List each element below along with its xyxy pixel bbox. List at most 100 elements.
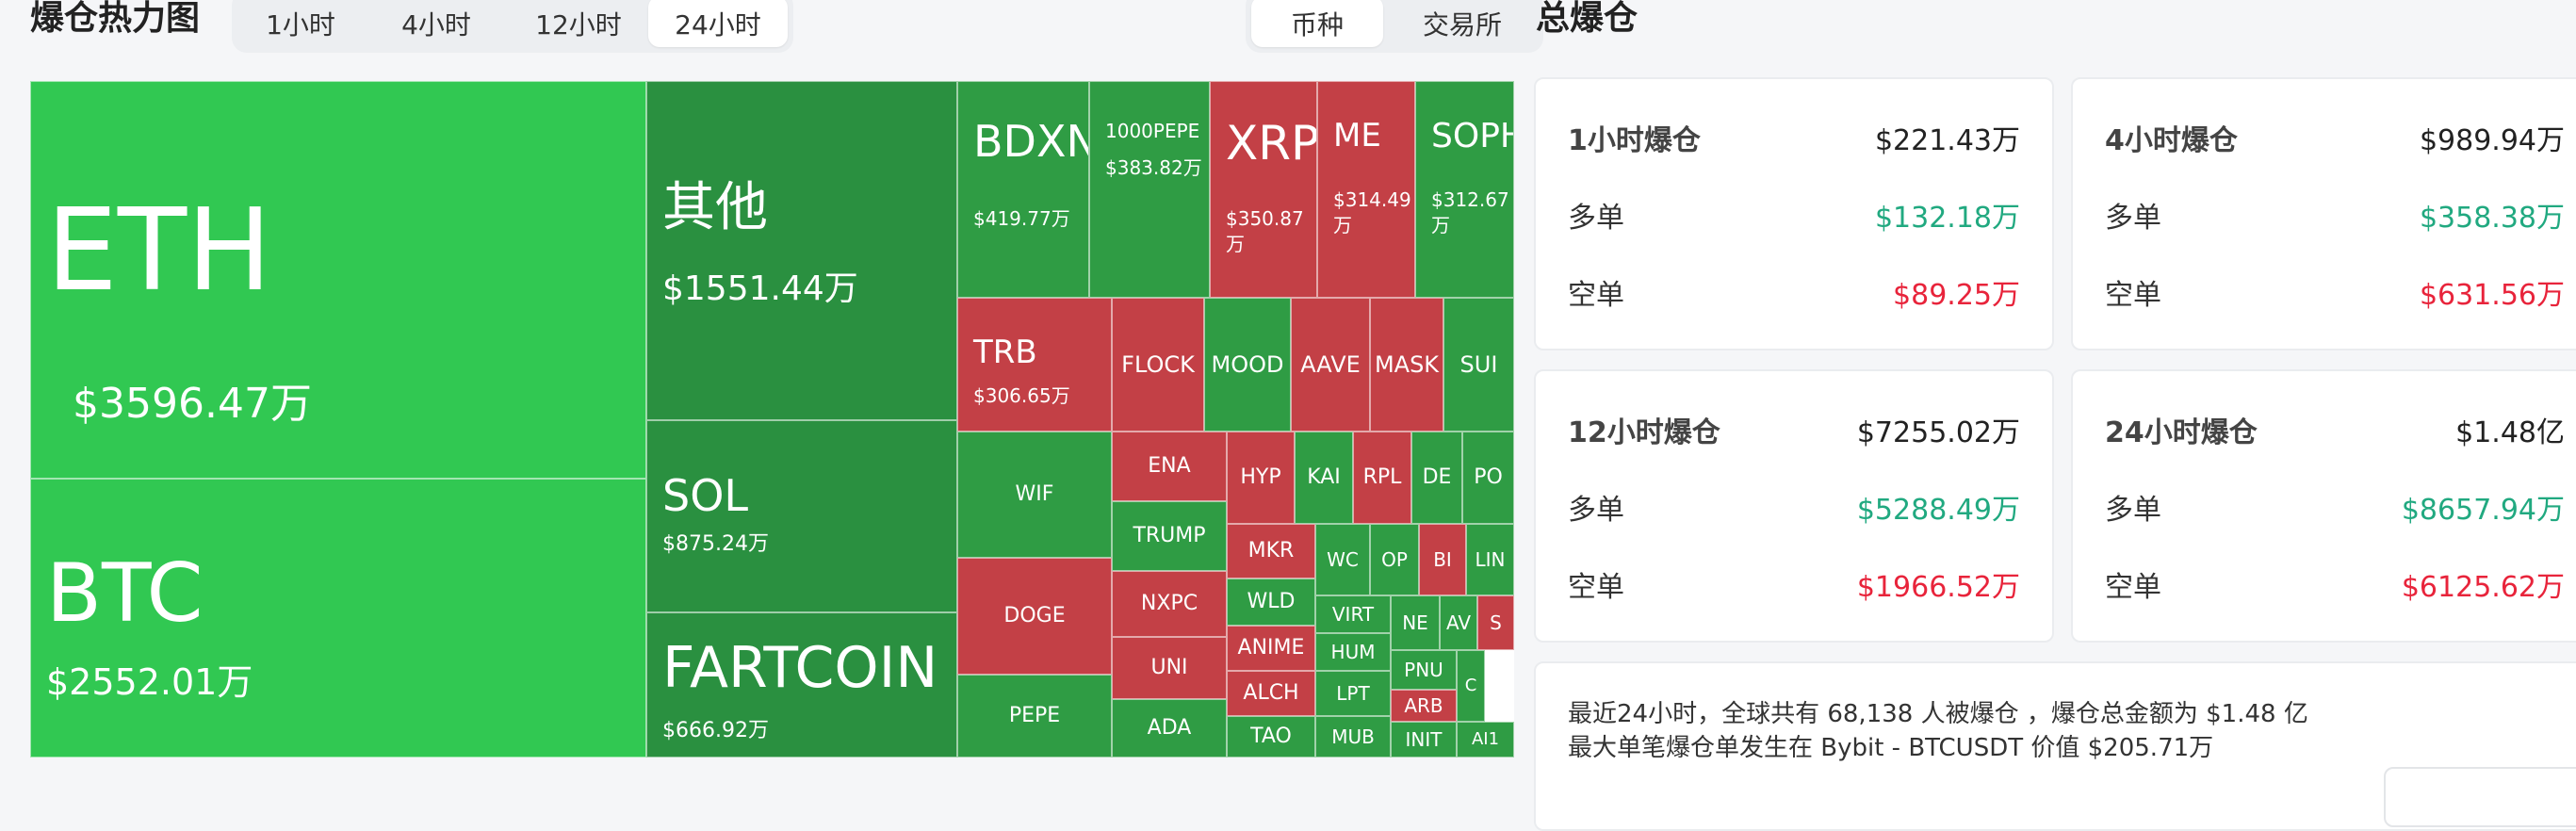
tile-bi[interactable]: BI	[1419, 524, 1466, 595]
tab-12h[interactable]: 12小时	[535, 9, 622, 41]
tile-value: $350.87万	[1226, 207, 1304, 255]
tile-value: $666.92万	[662, 719, 769, 742]
tile-symbol: WIF	[1015, 482, 1054, 506]
tile-symbol: BDXN	[973, 116, 1089, 167]
tile-symbol: ETH	[46, 186, 272, 317]
tile-value: $312.67万	[1431, 188, 1509, 236]
tile-1000pepe[interactable]: 1000PEPE $383.82万	[1089, 81, 1210, 298]
tile-kai[interactable]: KAI	[1295, 432, 1353, 524]
tile-ena[interactable]: ENA	[1112, 432, 1227, 501]
tile-symbol: PO	[1474, 465, 1503, 489]
tile-pnu[interactable]: PNU	[1391, 650, 1457, 690]
tile-op[interactable]: OP	[1370, 524, 1419, 595]
tile-lpt[interactable]: LPT	[1315, 671, 1391, 716]
tile-mub[interactable]: MUB	[1315, 716, 1391, 758]
total-liquidation-title: 总爆仓	[1536, 0, 1639, 38]
tile-virt[interactable]: VIRT	[1315, 595, 1391, 633]
tile-pepe[interactable]: PEPE	[957, 675, 1112, 758]
tile-eth[interactable]: ETH $3596.47万	[30, 81, 646, 479]
tile-symbol: TRB	[973, 334, 1037, 371]
tile-flock[interactable]: FLOCK	[1112, 298, 1204, 432]
tile-symbol: ANIME	[1237, 636, 1305, 660]
tile-tao[interactable]: TAO	[1227, 716, 1315, 758]
tile-nxpc[interactable]: NXPC	[1112, 571, 1227, 637]
tile-s[interactable]: S	[1477, 595, 1514, 650]
tile-bdxn[interactable]: BDXN $419.77万	[957, 81, 1089, 298]
short-label: 空单	[1568, 279, 1624, 312]
tile-symbol: BI	[1433, 548, 1452, 571]
tile-wld[interactable]: WLD	[1227, 578, 1315, 626]
tile-xrp[interactable]: XRP $350.87万	[1210, 81, 1317, 298]
tile-btc[interactable]: BTC $2552.01万	[30, 479, 646, 758]
card-1h: 1小时爆仓 $221.43万 多单 $132.18万 空单 $89.25万	[1534, 77, 2054, 350]
card-header: 1小时爆仓 $221.43万	[1568, 122, 2020, 160]
tile-hyp[interactable]: HYP	[1227, 432, 1295, 524]
tile-symbol: SOL	[662, 470, 749, 521]
corner-widget[interactable]	[2384, 767, 2576, 827]
tile-wif[interactable]: WIF	[957, 432, 1112, 558]
tile-hum[interactable]: HUM	[1315, 633, 1391, 671]
tile-mkr[interactable]: MKR	[1227, 524, 1315, 578]
long-label: 多单	[1568, 202, 1624, 235]
tile-po[interactable]: PO	[1462, 432, 1514, 524]
tile-symbol: AAVE	[1300, 351, 1361, 378]
tile-symbol: PNU	[1404, 659, 1443, 681]
tile-arb[interactable]: ARB	[1391, 690, 1457, 722]
tile-symbol: ME	[1333, 117, 1381, 155]
tile-fartcoin[interactable]: FARTCOIN $666.92万	[646, 612, 957, 758]
tile-symbol: SOPH	[1431, 117, 1513, 155]
short-row: 空单 $89.25万	[1568, 277, 2020, 315]
card-label: 24小时爆仓	[2105, 416, 2258, 449]
tile-symbol: WLD	[1247, 590, 1296, 613]
tile-c[interactable]: C	[1457, 650, 1485, 722]
short-amount: $6125.62万	[2401, 571, 2565, 604]
tab-4h[interactable]: 4小时	[401, 9, 471, 41]
tile-init[interactable]: INIT	[1391, 722, 1457, 758]
long-amount: $358.38万	[2419, 202, 2565, 235]
tile-symbol: S	[1490, 611, 1502, 634]
card-4h: 4小时爆仓 $989.94万 多单 $358.38万 空单 $631.56万	[2071, 77, 2576, 350]
long-row: 多单 $132.18万	[1568, 200, 2020, 237]
tile-sol[interactable]: SOL $875.24万	[646, 420, 957, 612]
tab-coin[interactable]: 币种	[1251, 0, 1383, 47]
tile-anime[interactable]: ANIME	[1227, 626, 1315, 671]
tile-me[interactable]: ME $314.49万	[1317, 81, 1415, 298]
tile-symbol: AI1	[1471, 729, 1500, 749]
short-label: 空单	[2105, 571, 2161, 604]
tile-ai1[interactable]: AI1	[1457, 722, 1514, 758]
tab-1h[interactable]: 1小时	[266, 9, 335, 41]
tile-mood[interactable]: MOOD	[1204, 298, 1291, 432]
tile-symbol: VIRT	[1331, 603, 1375, 626]
tile-value: $2552.01万	[46, 661, 253, 703]
tile-trump[interactable]: TRUMP	[1112, 501, 1227, 571]
tile-symbol: BTC	[46, 546, 204, 641]
tile-uni[interactable]: UNI	[1112, 637, 1227, 699]
tile-de[interactable]: DE	[1411, 432, 1462, 524]
tile-lin[interactable]: LIN	[1466, 524, 1514, 595]
short-label: 空单	[2105, 279, 2161, 312]
short-amount: $89.25万	[1893, 279, 2020, 312]
card-label: 12小时爆仓	[1568, 416, 1720, 449]
tile-ne[interactable]: NE	[1391, 595, 1440, 650]
tile-symbol: MKR	[1247, 539, 1295, 562]
tile-wc[interactable]: WC	[1315, 524, 1370, 595]
tile-doge[interactable]: DOGE	[957, 558, 1112, 675]
time-range-selector: 1小时 4小时 12小时 24小时	[232, 0, 793, 53]
tile-sui[interactable]: SUI	[1443, 298, 1514, 432]
tile-value: $314.49万	[1333, 188, 1411, 236]
tab-24h[interactable]: 24小时	[648, 0, 788, 47]
card-header: 24小时爆仓 $1.48亿	[2105, 415, 2565, 452]
tile-mask[interactable]: MASK	[1370, 298, 1443, 432]
tile-soph[interactable]: SOPH $312.67万	[1415, 81, 1514, 298]
tile-symbol: MOOD	[1211, 351, 1284, 378]
tile-alch[interactable]: ALCH	[1227, 671, 1315, 716]
tile-rpl[interactable]: RPL	[1353, 432, 1411, 524]
tile-symbol: UNI	[1150, 656, 1188, 679]
tile-aave[interactable]: AAVE	[1291, 298, 1370, 432]
tile-trb[interactable]: TRB $306.65万	[957, 298, 1112, 432]
tile-av[interactable]: AV	[1440, 595, 1477, 650]
tab-exchange[interactable]: 交易所	[1422, 9, 1502, 41]
card-total: $221.43万	[1874, 124, 2020, 157]
tile-ada[interactable]: ADA	[1112, 699, 1227, 758]
tile-其他[interactable]: 其他 $1551.44万	[646, 81, 957, 420]
